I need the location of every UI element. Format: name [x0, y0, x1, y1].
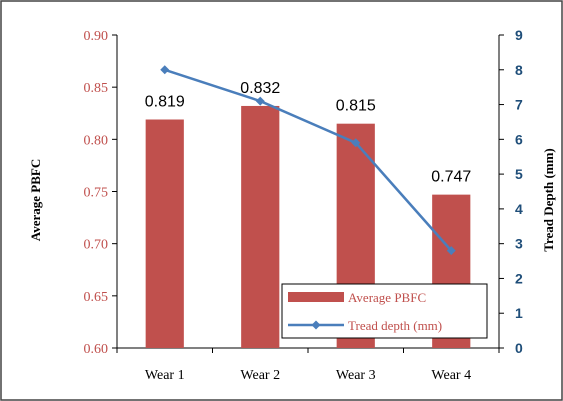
legend-bar-swatch — [288, 292, 344, 302]
legend-label-tread: Tread depth (mm) — [348, 318, 442, 333]
y2-tick-label: 6 — [515, 131, 523, 147]
bar — [241, 105, 280, 349]
line-point — [255, 96, 265, 106]
data-label: 0.832 — [240, 80, 280, 97]
line-point — [351, 138, 361, 148]
y-tick-label: 0.80 — [84, 133, 109, 148]
y2-tick-label: 4 — [515, 201, 523, 217]
y-tick-label: 0.75 — [84, 186, 109, 201]
x-tick-label: Wear 2 — [240, 368, 280, 383]
y2-tick-label: 3 — [515, 236, 523, 252]
y-tick-label: 0.70 — [84, 238, 109, 253]
y2-tick-label: 7 — [515, 97, 523, 113]
y-tick-label: 0.65 — [84, 290, 109, 305]
x-tick-label: Wear 4 — [431, 368, 471, 383]
y2-tick-label: 8 — [515, 62, 523, 78]
bar — [145, 119, 184, 348]
x-tick-label: Wear 3 — [336, 368, 376, 383]
y2-tick-label: 0 — [515, 340, 523, 356]
x-tick-label: Wear 1 — [145, 368, 185, 383]
data-label: 0.819 — [145, 94, 185, 111]
legend: Average PBFC Tread depth (mm) — [281, 283, 488, 339]
y-tick-label: 0.90 — [84, 29, 109, 44]
line-point — [446, 246, 456, 256]
y2-tick-label: 9 — [515, 27, 523, 43]
legend-label-pbfc: Average PBFC — [348, 290, 426, 305]
axes: 0.60 0.65 0.70 0.75 0.80 0.85 0.90 0 1 2 3 4 5 6 7 8 9 We… — [84, 27, 524, 383]
legend-diamond-marker — [311, 320, 321, 330]
data-label: 0.747 — [431, 169, 471, 186]
line-series — [160, 65, 456, 256]
y-tick-label: 0.85 — [84, 81, 109, 96]
y2-tick-label: 5 — [515, 166, 523, 182]
y2-tick-label: 1 — [515, 305, 523, 321]
series-line — [164, 68, 453, 252]
y-axis-title: Average PBFC — [28, 159, 43, 241]
data-label: 0.815 — [336, 98, 376, 115]
y2-tick-label: 2 — [515, 270, 523, 286]
data-labels: 0.819 0.832 0.815 0.747 — [145, 80, 472, 186]
y2-axis-title: Tread Depth (mm) — [541, 148, 556, 252]
y-tick-label: 0.60 — [84, 342, 109, 357]
line-point — [160, 65, 170, 75]
